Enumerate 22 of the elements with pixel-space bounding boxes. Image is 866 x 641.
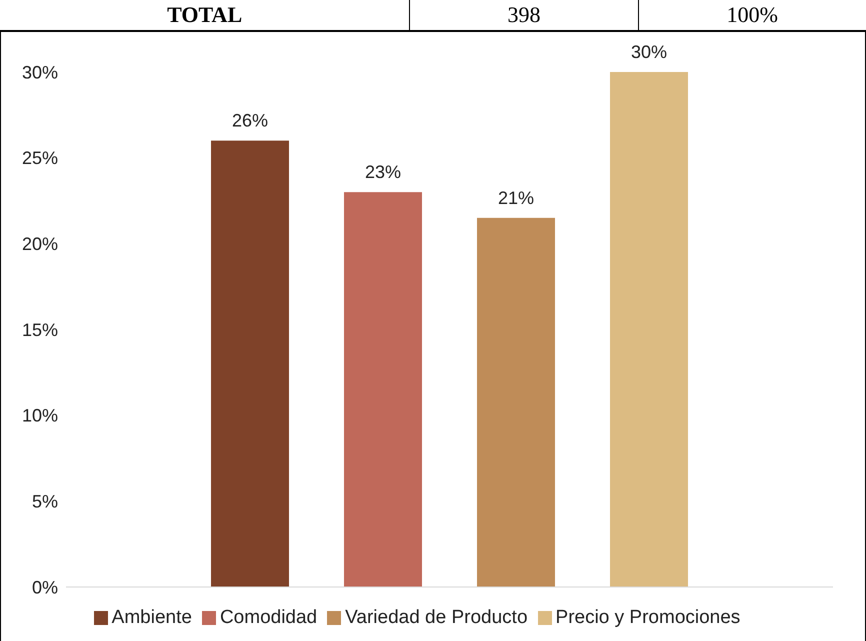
legend-label: Ambiente xyxy=(112,607,192,628)
data-label: 30% xyxy=(630,42,668,62)
data-label: 23% xyxy=(364,162,402,182)
y-tick-label: 15% xyxy=(22,320,58,340)
y-tick-label: 25% xyxy=(22,148,58,168)
bar xyxy=(344,192,422,587)
bar xyxy=(211,140,289,587)
legend-label: Precio y Promociones xyxy=(556,607,740,628)
y-tick-label: 10% xyxy=(22,406,58,426)
bar xyxy=(477,218,555,587)
y-tick-label: 30% xyxy=(22,62,58,82)
y-tick-label: 20% xyxy=(22,234,58,254)
text: 398 xyxy=(409,0,638,30)
text: TOTAL xyxy=(166,1,244,29)
legend-label: Variedad de Producto xyxy=(345,607,528,628)
text: 100% xyxy=(638,0,866,30)
y-tick-label: 5% xyxy=(32,492,58,512)
data-label: 26% xyxy=(232,110,268,131)
legend-label: Comodidad xyxy=(220,607,318,628)
bar xyxy=(610,72,688,587)
y-tick-label: 0% xyxy=(32,577,58,598)
data-label: 21% xyxy=(498,188,534,208)
